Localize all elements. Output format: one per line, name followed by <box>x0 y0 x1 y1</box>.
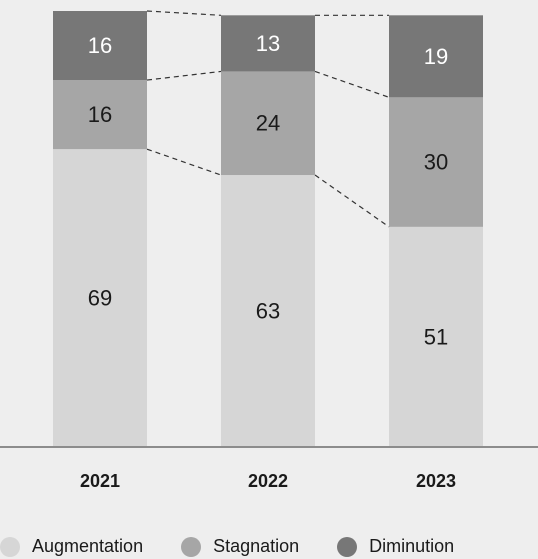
legend-swatch-augmentation <box>0 536 20 557</box>
bar-diminution-2022 <box>221 15 315 72</box>
bar-stagnation-2021 <box>53 80 147 150</box>
bar-augmentation-2022 <box>221 175 315 447</box>
bar-diminution-2023 <box>389 15 483 98</box>
data-label-stagnation-2022: 24 <box>256 111 280 136</box>
data-label-diminution-2021: 16 <box>88 33 112 58</box>
labels-layer: 69 16 16 63 24 13 51 30 19 <box>88 31 448 350</box>
bar-stagnation-2022 <box>221 71 315 176</box>
bars-layer <box>53 11 483 447</box>
legend-label-augmentation: Augmentation <box>32 536 144 556</box>
category-label-2021: 2021 <box>80 471 120 491</box>
stacked-bar-chart: 69 16 16 63 24 13 51 30 19 2021 2022 2023 <box>0 10 538 491</box>
bar-stagnation-2023 <box>389 97 483 227</box>
legend-label-stagnation: Stagnation <box>213 536 300 556</box>
legend-item-augmentation: Augmentation <box>0 536 143 557</box>
category-labels: 2021 2022 2023 <box>80 471 456 491</box>
connector-2022-2023-level-2 <box>314 70 390 98</box>
data-label-augmentation-2022: 63 <box>256 299 280 324</box>
category-label-2022: 2022 <box>248 471 288 491</box>
connectors-layer <box>146 10 390 228</box>
connector-2022-2023-level-1 <box>314 174 390 228</box>
legend-swatch-diminution <box>337 536 358 557</box>
connector-2021-2022-level-1 <box>146 148 222 176</box>
data-label-diminution-2022: 13 <box>256 31 280 56</box>
data-label-augmentation-2023: 51 <box>424 324 448 349</box>
connector-2021-2022-level-2 <box>146 70 222 81</box>
data-label-stagnation-2023: 30 <box>424 150 448 175</box>
connector-2021-2022-level-3 <box>146 10 222 16</box>
legend-swatch-stagnation <box>181 536 202 557</box>
data-label-augmentation-2021: 69 <box>88 286 112 311</box>
data-label-diminution-2023: 19 <box>424 44 448 69</box>
legend-label-diminution: Diminution <box>369 536 455 556</box>
bar-augmentation-2023 <box>389 226 483 447</box>
bar-diminution-2021 <box>53 11 147 81</box>
legend-item-stagnation: Stagnation <box>181 536 299 557</box>
legend-item-diminution: Diminution <box>337 536 454 557</box>
legend: Augmentation Stagnation Diminution <box>0 536 454 557</box>
category-label-2023: 2023 <box>416 471 456 491</box>
bar-augmentation-2021 <box>53 149 147 447</box>
data-label-stagnation-2021: 16 <box>88 102 112 127</box>
